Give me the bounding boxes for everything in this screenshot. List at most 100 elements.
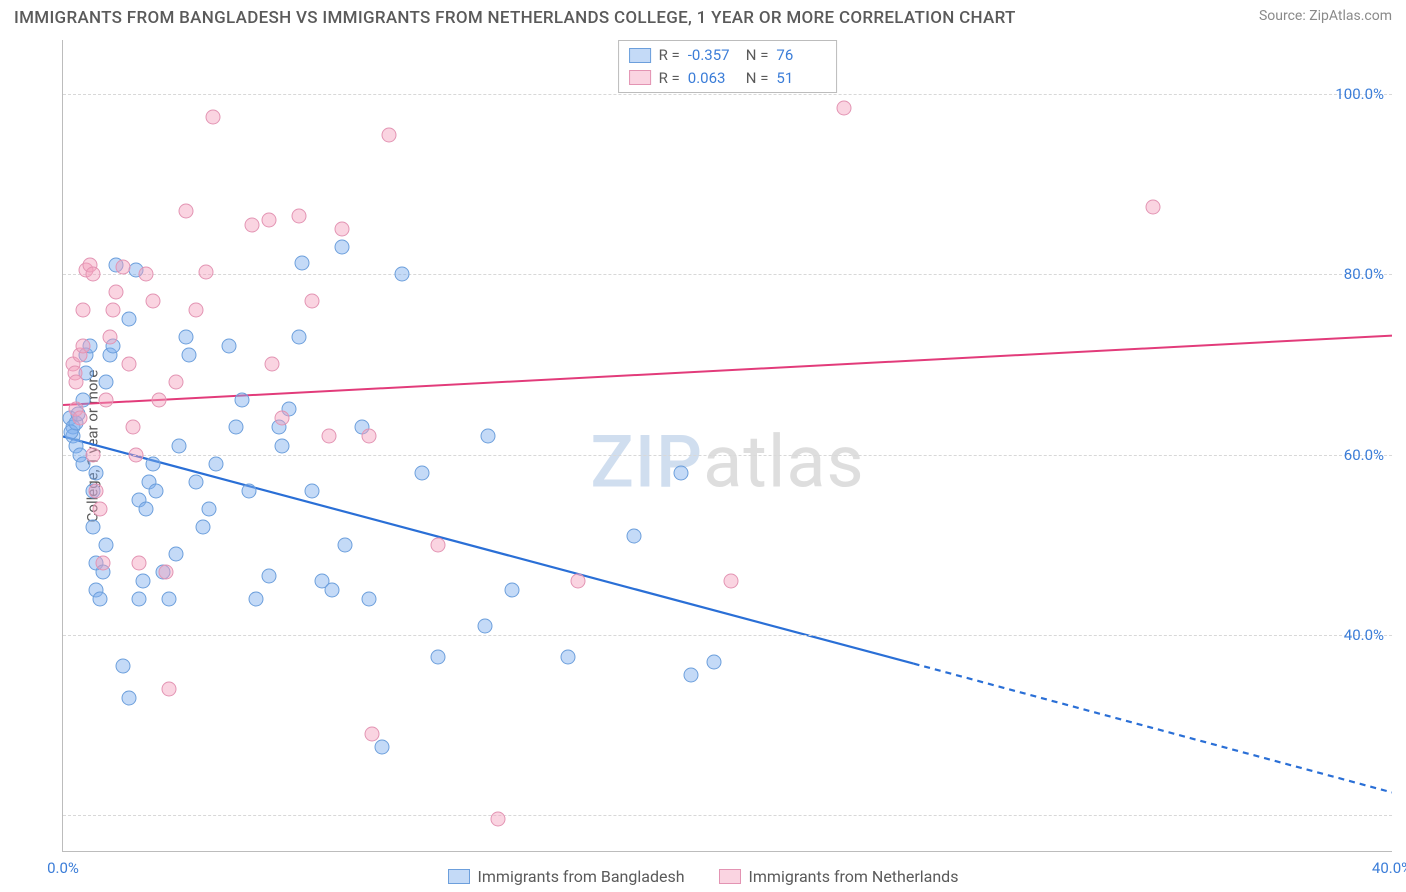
scatter-point-netherlands (109, 285, 124, 300)
scatter-point-bangladesh (235, 393, 250, 408)
scatter-point-netherlands (168, 375, 183, 390)
scatter-point-bangladesh (275, 438, 290, 453)
scatter-point-bangladesh (172, 438, 187, 453)
scatter-point-bangladesh (188, 474, 203, 489)
watermark-atlas: atlas (703, 419, 865, 504)
scatter-point-netherlands (431, 537, 446, 552)
scatter-point-bangladesh (683, 668, 698, 683)
scatter-point-netherlands (291, 208, 306, 223)
scatter-point-bangladesh (139, 501, 154, 516)
scatter-point-bangladesh (168, 546, 183, 561)
scatter-point-bangladesh (162, 591, 177, 606)
scatter-point-netherlands (139, 267, 154, 282)
scatter-point-bangladesh (132, 591, 147, 606)
legend-swatch (629, 70, 651, 85)
scatter-point-bangladesh (135, 573, 150, 588)
scatter-point-netherlands (85, 447, 100, 462)
legend-item: Immigrants from Bangladesh (448, 867, 685, 886)
scatter-point-netherlands (188, 303, 203, 318)
scatter-point-netherlands (305, 294, 320, 309)
scatter-point-bangladesh (182, 348, 197, 363)
scatter-point-bangladesh (122, 312, 137, 327)
scatter-point-bangladesh (338, 537, 353, 552)
scatter-point-bangladesh (431, 650, 446, 665)
stat-r-label: R = (659, 44, 680, 67)
scatter-point-netherlands (836, 100, 851, 115)
stat-r-value: 0.063 (688, 67, 738, 90)
scatter-point-bangladesh (481, 429, 496, 444)
scatter-point-netherlands (275, 411, 290, 426)
y-tick-label: 40.0% (1344, 626, 1384, 644)
scatter-point-bangladesh (707, 654, 722, 669)
scatter-point-bangladesh (361, 591, 376, 606)
watermark-zip: ZIP (590, 419, 703, 504)
scatter-point-netherlands (162, 681, 177, 696)
scatter-point-bangladesh (374, 740, 389, 755)
gridline (63, 635, 1392, 636)
scatter-point-bangladesh (673, 465, 688, 480)
chart-title: IMMIGRANTS FROM BANGLADESH VS IMMIGRANTS… (14, 8, 1016, 28)
gridline (63, 455, 1392, 456)
legend-swatch (448, 869, 470, 884)
scatter-point-netherlands (99, 393, 114, 408)
scatter-point-netherlands (89, 483, 104, 498)
scatter-point-bangladesh (89, 465, 104, 480)
chart-area: College, 1 year or more ZIPatlas R =-0.3… (50, 40, 1392, 852)
gridline (63, 274, 1392, 275)
stat-n-value: 76 (776, 44, 826, 67)
scatter-point-bangladesh (561, 650, 576, 665)
stat-legend: R =-0.357N =76R =0.063N =51 (618, 40, 838, 93)
stat-n-label: N = (746, 44, 769, 67)
y-tick-label: 100.0% (1335, 85, 1384, 103)
scatter-point-bangladesh (145, 456, 160, 471)
scatter-point-netherlands (85, 267, 100, 282)
stat-r-value: -0.357 (688, 44, 738, 67)
y-tick-label: 60.0% (1344, 446, 1384, 464)
scatter-point-netherlands (72, 411, 87, 426)
scatter-point-netherlands (105, 303, 120, 318)
legend-swatch (719, 869, 741, 884)
plot-region: ZIPatlas R =-0.357N =76R =0.063N =51 40.… (62, 40, 1392, 852)
scatter-point-bangladesh (627, 528, 642, 543)
scatter-point-netherlands (132, 555, 147, 570)
scatter-point-netherlands (261, 213, 276, 228)
scatter-point-netherlands (95, 555, 110, 570)
scatter-point-netherlands (152, 393, 167, 408)
scatter-point-bangladesh (228, 420, 243, 435)
scatter-point-netherlands (205, 109, 220, 124)
stat-n-label: N = (746, 67, 769, 90)
bottom-legend: Immigrants from BangladeshImmigrants fro… (0, 867, 1406, 886)
scatter-point-bangladesh (208, 456, 223, 471)
scatter-point-bangladesh (414, 465, 429, 480)
scatter-point-netherlands (265, 357, 280, 372)
scatter-point-bangladesh (122, 690, 137, 705)
scatter-point-netherlands (125, 420, 140, 435)
scatter-point-netherlands (570, 573, 585, 588)
scatter-point-netherlands (491, 812, 506, 827)
scatter-point-bangladesh (85, 519, 100, 534)
scatter-point-netherlands (178, 204, 193, 219)
stat-legend-row: R = -0.357 N = 76 (629, 44, 827, 67)
scatter-point-netherlands (723, 573, 738, 588)
scatter-point-bangladesh (222, 339, 237, 354)
scatter-point-netherlands (1145, 199, 1160, 214)
y-tick-label: 80.0% (1344, 265, 1384, 283)
scatter-point-bangladesh (242, 483, 257, 498)
scatter-point-netherlands (129, 447, 144, 462)
scatter-point-bangladesh (149, 483, 164, 498)
scatter-point-bangladesh (477, 618, 492, 633)
scatter-point-netherlands (321, 429, 336, 444)
gridline (63, 815, 1392, 816)
scatter-point-netherlands (335, 222, 350, 237)
scatter-point-netherlands (122, 357, 137, 372)
scatter-point-netherlands (158, 564, 173, 579)
scatter-point-bangladesh (305, 483, 320, 498)
scatter-point-netherlands (381, 127, 396, 142)
stat-r-label: R = (659, 67, 680, 90)
scatter-point-bangladesh (394, 267, 409, 282)
scatter-point-bangladesh (325, 582, 340, 597)
scatter-point-netherlands (75, 339, 90, 354)
scatter-point-bangladesh (202, 501, 217, 516)
gridline (63, 94, 1392, 95)
scatter-point-netherlands (75, 303, 90, 318)
